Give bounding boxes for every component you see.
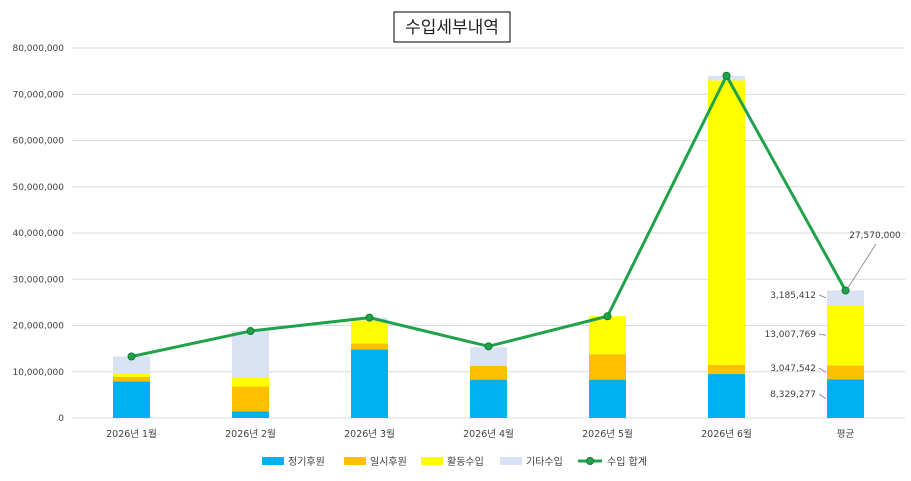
line-point [246,327,255,336]
bar-segment [232,377,269,387]
data-label: 3,047,542 [770,364,816,374]
leader-line [818,333,827,336]
bar-segment [827,305,864,366]
bar-segment [827,379,864,418]
data-label: 13,007,769 [764,330,816,340]
x-axis-categories: 2026년 1월 2026년 2월 2026년 3월 2026년 4월 2026년 5월… [106,428,854,440]
legend-label: 활동수입 [447,455,484,468]
total-line [127,71,850,361]
data-label: 8,329,277 [770,390,816,400]
y-tick-label: 70,000,000 [12,90,64,100]
leader-line [818,294,827,299]
x-category-label: 2026년 4월 [463,428,514,440]
bar-segment [470,379,507,418]
x-category-label: 2026년 6월 [701,428,752,440]
bar-segment [113,381,150,418]
y-tick-label: 40,000,000 [12,229,64,239]
y-axis-ticks: 0 10,000,000 20,000,000 30,000,000 40,000,00… [12,44,64,424]
bar-segment [232,411,269,418]
bar-segment [351,349,388,418]
legend-swatch [262,457,284,465]
bar-segment [470,365,507,380]
bar-segment [708,80,745,365]
bar-segment [113,373,150,377]
bar-segment [470,347,507,366]
bar-segment [827,290,864,306]
leader-line [818,393,827,400]
legend-label: 정기후원 [288,456,325,468]
y-tick-label: 60,000,000 [12,137,64,147]
line-point [127,352,136,361]
bar-segment [589,316,626,355]
bar-segment [827,365,864,380]
line-point [722,71,731,80]
bar-segment [708,364,745,375]
y-tick-label: 10,000,000 [12,368,64,378]
data-label: 27,570,000 [849,231,901,241]
line-point [365,313,374,322]
legend-swatch-marker [586,457,594,465]
legend-swatch [500,457,522,465]
y-tick-label: 50,000,000 [12,183,64,193]
y-tick-label: 80,000,000 [12,44,64,54]
x-category-label: 2026년 3월 [344,428,395,440]
x-category-label: 2026년 5월 [582,428,633,440]
data-labels: 8,329,277 3,047,542 13,007,769 3,185,412 27,… [764,231,901,400]
y-tick-label: 20,000,000 [12,322,64,332]
bar-segment [351,343,388,350]
x-category-label: 평균 [837,429,855,440]
bar-segment [351,320,388,344]
x-category-label: 2026년 2월 [225,428,276,440]
bar-segment [232,386,269,412]
data-label: 3,185,412 [770,291,816,301]
bar-segment [589,354,626,380]
line-point [484,342,493,351]
bar-segment [589,379,626,418]
gridlines [72,47,905,419]
leader-line [818,367,827,373]
y-tick-label: 30,000,000 [12,275,64,285]
x-category-label: 2026년 1월 [106,428,157,440]
legend-label: 기타수입 [526,455,563,468]
chart-title-box: 수입세부내역 [393,11,511,43]
y-tick-label: 0 [58,414,64,424]
stacked-bars [113,75,864,418]
chart-title-frame [393,11,511,43]
line-point [841,286,850,295]
legend-label: 일시후원 [370,456,407,468]
legend: 정기후원 일시후원 활동수입 기타수입 수입 합계 [262,455,647,468]
bar-segment [113,376,150,382]
line-point [603,312,612,321]
bar-segment [708,374,745,418]
legend-swatch [344,457,366,465]
leader-line [847,243,877,289]
legend-swatch [421,457,443,465]
bar-segment [113,356,150,374]
bar-segment [232,331,269,378]
legend-label: 수입 합계 [607,455,647,468]
chart-title: 수입세부내역 [405,18,499,38]
